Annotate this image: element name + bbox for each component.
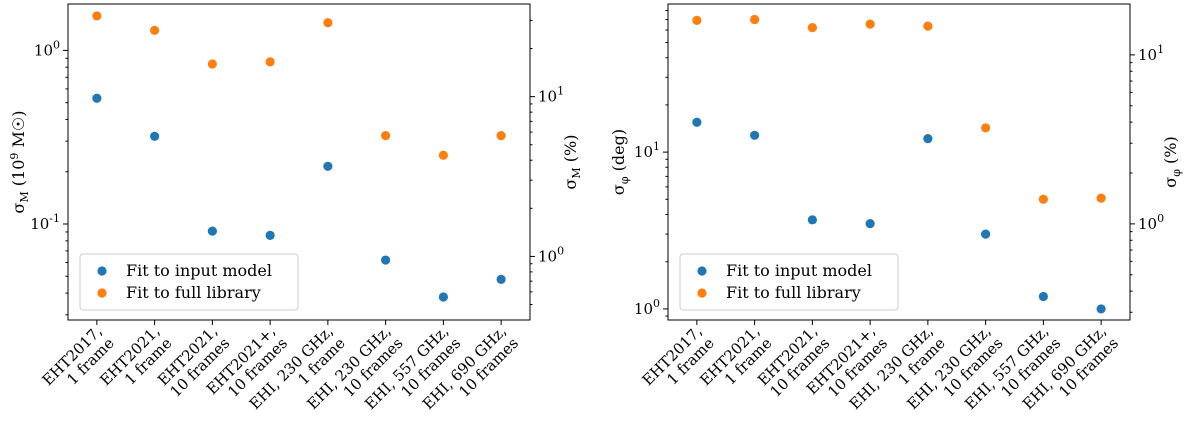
- data-point-full-library: [323, 18, 333, 28]
- legend-label-full-library: Fit to full library: [726, 283, 861, 302]
- data-point-full-library: [692, 15, 702, 25]
- data-point-input-model: [1096, 304, 1106, 314]
- y-tick-label-left: 100: [34, 38, 60, 59]
- y-axis-title-right: σφ​ (%): [1161, 136, 1183, 187]
- legend-marker-input-model: [97, 266, 107, 276]
- data-point-full-library: [865, 19, 875, 29]
- data-point-input-model: [207, 226, 217, 236]
- x-category-label: EHT2017,1 frame: [39, 322, 118, 401]
- data-point-full-library: [923, 21, 933, 31]
- plot-frame: [67, 3, 531, 321]
- data-point-full-library: [981, 123, 991, 133]
- y-tick-label-right: 100: [1138, 212, 1164, 233]
- data-point-input-model: [865, 219, 875, 229]
- data-point-input-model: [323, 161, 333, 171]
- legend-label-full-library: Fit to full library: [126, 283, 261, 302]
- y-tick-label-right: 100: [538, 244, 564, 265]
- data-point-input-model: [496, 274, 506, 284]
- data-point-full-library: [265, 57, 275, 67]
- data-point-input-model: [750, 130, 760, 140]
- y-axis-title-left: σφ​ (deg): [609, 129, 631, 195]
- data-point-full-library: [150, 25, 160, 35]
- legend-marker-full-library: [697, 288, 707, 298]
- legend-marker-input-model: [697, 266, 707, 276]
- legend-box: [679, 253, 899, 311]
- y-tick-label-left: 10-1: [30, 212, 60, 233]
- data-point-full-library: [496, 131, 506, 141]
- y-axis-title-right: σM​ (%): [561, 135, 583, 190]
- legend-label-input-model: Fit to input model: [126, 261, 272, 280]
- data-point-full-library: [1096, 193, 1106, 203]
- data-point-full-library: [92, 11, 102, 21]
- data-point-input-model: [981, 229, 991, 239]
- data-point-full-library: [807, 23, 817, 33]
- y-tick-label-right: 101: [538, 85, 564, 106]
- data-point-input-model: [923, 133, 933, 144]
- plot-frame: [667, 3, 1131, 321]
- data-point-full-library: [750, 14, 760, 25]
- x-category-label: EHT2021,1 frame: [96, 322, 175, 401]
- data-point-input-model: [692, 117, 702, 127]
- y-tick-label-left: 100: [634, 297, 660, 318]
- data-point-full-library: [381, 131, 391, 141]
- legend-box: [79, 253, 299, 311]
- data-point-input-model: [807, 215, 817, 225]
- data-point-input-model: [1038, 291, 1048, 302]
- data-point-full-library: [207, 59, 217, 69]
- x-category-label: EHT2021,1 frame: [696, 322, 775, 401]
- y-axis-title-left: σM​ (109​ M☉): [8, 111, 31, 214]
- data-point-input-model: [92, 93, 102, 103]
- data-point-full-library: [1038, 194, 1048, 204]
- legend-label-input-model: Fit to input model: [726, 261, 872, 280]
- x-category-label: EHT2017,1 frame: [639, 322, 718, 401]
- data-point-input-model: [150, 131, 160, 141]
- data-point-full-library: [438, 150, 448, 160]
- legend-marker-full-library: [97, 288, 107, 298]
- y-tick-label-right: 101: [1138, 43, 1164, 64]
- data-point-input-model: [265, 230, 275, 240]
- y-tick-label-left: 101: [634, 140, 660, 161]
- data-point-input-model: [381, 255, 391, 265]
- data-point-input-model: [438, 292, 448, 302]
